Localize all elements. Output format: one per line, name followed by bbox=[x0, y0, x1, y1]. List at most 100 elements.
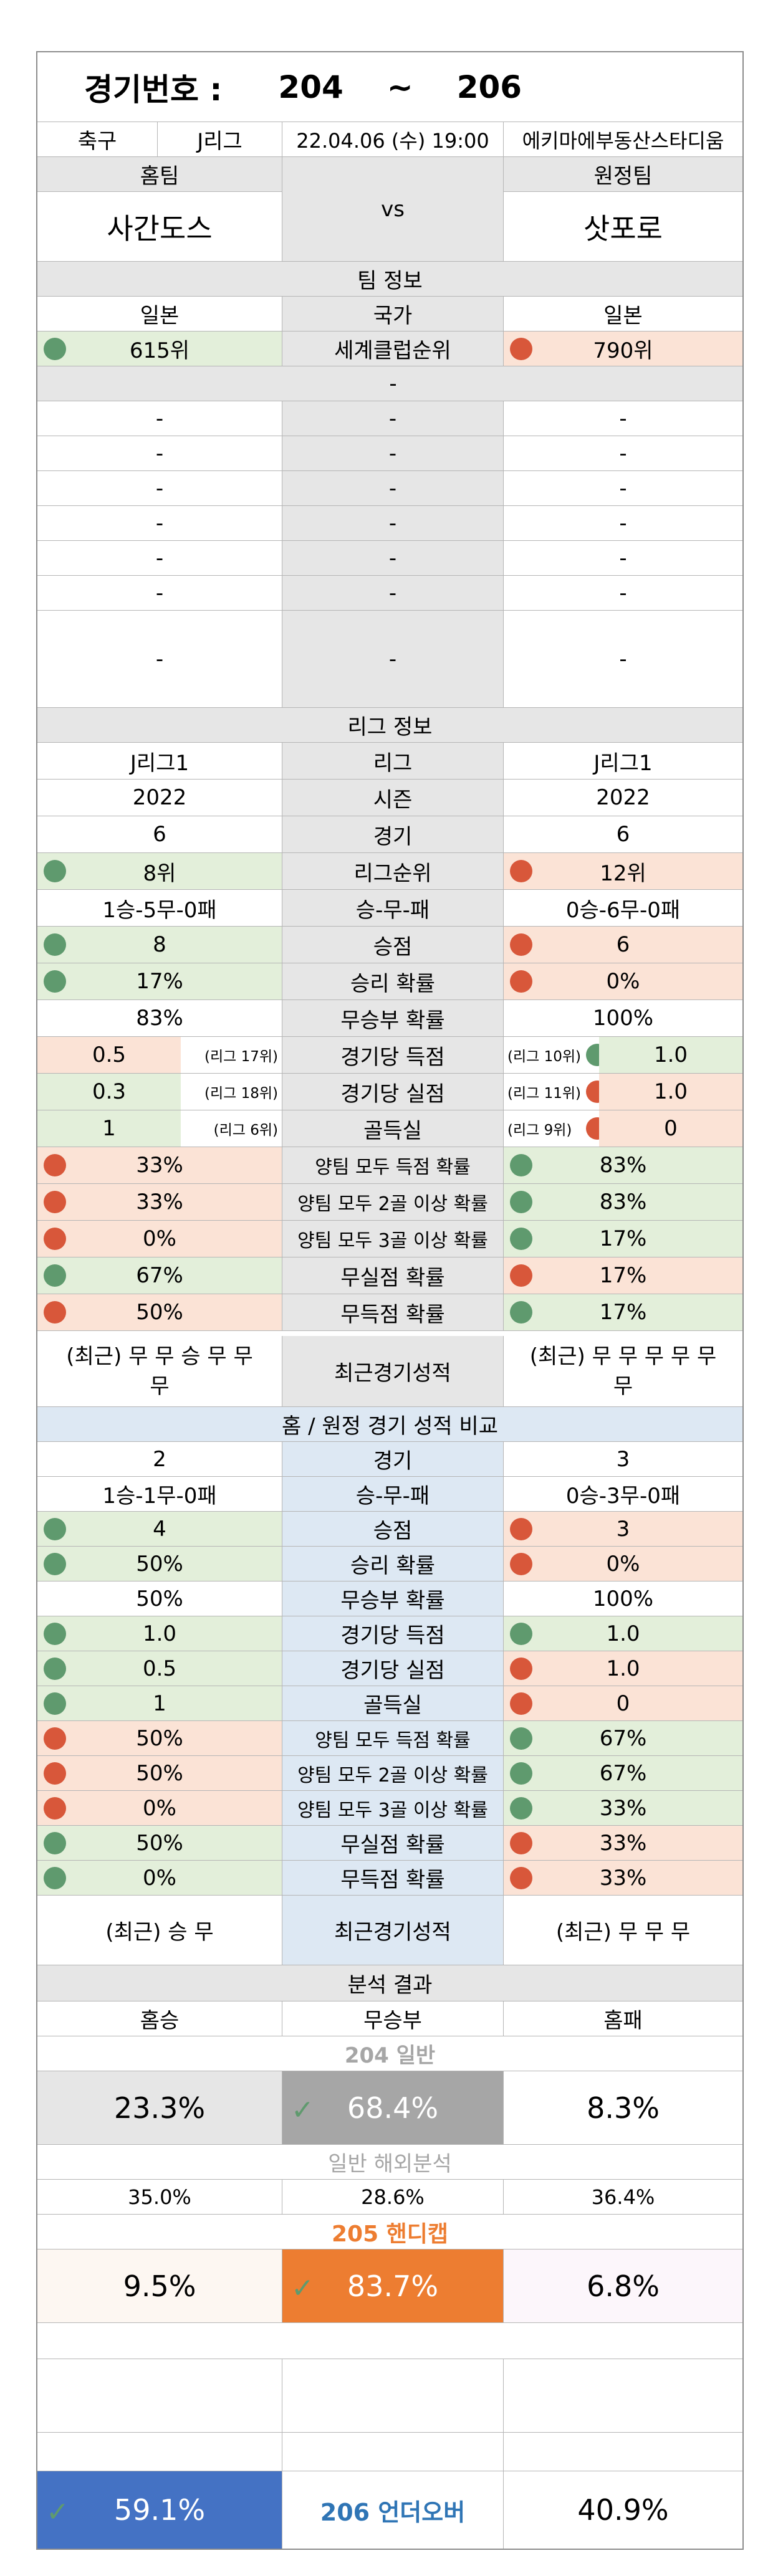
away-value: - bbox=[619, 475, 627, 501]
home-stat-cell: 1승-5무-0패 bbox=[37, 890, 282, 927]
venue-recent-row: (최근) 승 무 최근경기성적 (최근) 무 무 무 bbox=[37, 1896, 742, 1965]
away-stat-cell: 790위 bbox=[504, 332, 742, 366]
green-indicator-dot bbox=[44, 1264, 66, 1287]
away-value: 2022 bbox=[596, 785, 650, 810]
check-icon: ✓ bbox=[46, 2496, 69, 2528]
green-indicator-dot bbox=[510, 1228, 532, 1250]
home-recent-line1: (최근) 무 무 승 무 무 bbox=[66, 1343, 253, 1369]
away-stat-cell: 6 bbox=[504, 927, 742, 963]
home-stat-cell: 6 bbox=[37, 816, 282, 853]
handicap-row: 9.5% ✓ 83.7% 6.8% bbox=[37, 2249, 742, 2323]
stat-label-cell: 골득실 bbox=[282, 1686, 504, 1721]
stat-row: --- bbox=[37, 611, 742, 708]
stat-label-cell: 경기 bbox=[282, 816, 504, 853]
home-team-label: 홈팀 bbox=[37, 157, 282, 192]
stat-label: 승-무-패 bbox=[355, 897, 430, 923]
stat-label-cell: 양팀 모두 득점 확률 bbox=[282, 1721, 504, 1756]
team-info-header: 팀 정보 bbox=[37, 262, 742, 297]
away-stat-cell: 1.0 (리그 10위) bbox=[504, 1037, 742, 1074]
home-value: 0% bbox=[143, 1865, 176, 1891]
home-stat-cell: 1승-1무-0패 bbox=[37, 1477, 282, 1512]
general-row: 23.3% ✓ 68.4% 8.3% bbox=[37, 2071, 742, 2145]
stat-label: 경기 bbox=[373, 824, 413, 849]
home-value: 1 bbox=[153, 1691, 166, 1716]
home-value: 일본 bbox=[140, 303, 180, 328]
league-info-header: 리그 정보 bbox=[37, 708, 742, 743]
away-value: 0 bbox=[616, 1691, 630, 1716]
home-stat-cell: - bbox=[37, 611, 282, 708]
stat-row: 1승-5무-0패 승-무-패 0승-6무-0패 bbox=[37, 890, 742, 927]
home-value: 8 bbox=[153, 932, 166, 957]
away-value: 0승-3무-0패 bbox=[565, 1484, 681, 1509]
handicap-draw-cell: ✓ 83.7% bbox=[282, 2249, 504, 2323]
away-stat-cell: 0% bbox=[504, 1547, 742, 1581]
stat-label: - bbox=[389, 371, 397, 396]
home-stat-cell: - bbox=[37, 436, 282, 471]
match-meta-row: 축구 J리그 22.04.06 (수) 19:00 에키마에부동산스타디움 bbox=[37, 122, 742, 157]
away-value: 100% bbox=[592, 1006, 654, 1031]
home-stat-cell: 33% bbox=[37, 1147, 282, 1184]
stat-label: 경기당 득점 bbox=[340, 1623, 445, 1648]
stat-row: --- bbox=[37, 506, 742, 541]
home-league-rank: (리그 6위) bbox=[213, 1122, 278, 1138]
away-stat-cell: 67% bbox=[504, 1756, 742, 1791]
stat-label-cell: - bbox=[282, 611, 504, 708]
home-stat-cell: - bbox=[37, 401, 282, 436]
stat-label-cell: 양팀 모두 2골 이상 확률 bbox=[282, 1184, 504, 1221]
away-venue-recent: (최근) 무 무 무 bbox=[504, 1896, 742, 1965]
away-stat-cell: 33% bbox=[504, 1791, 742, 1826]
green-indicator-dot bbox=[510, 1727, 532, 1750]
match-number-title: 경기번호 : 204 ~ 206 bbox=[37, 52, 742, 122]
stat-label-cell: 승리 확률 bbox=[282, 1547, 504, 1581]
blank-row-3 bbox=[37, 2433, 742, 2471]
red-indicator-dot bbox=[44, 1762, 66, 1785]
home-venue-recent: (최근) 승 무 bbox=[37, 1896, 282, 1965]
away-value: J리그1 bbox=[593, 750, 653, 776]
away-stat-cell: 83% bbox=[504, 1184, 742, 1221]
home-value: 17% bbox=[136, 969, 183, 994]
stat-row: 0% 양팀 모두 3골 이상 확률 17% bbox=[37, 1221, 742, 1257]
away-stat-cell: 0승-6무-0패 bbox=[504, 890, 742, 927]
home-value: - bbox=[155, 475, 164, 501]
away-value: 17% bbox=[599, 1300, 647, 1325]
away-stat-cell: 일본 bbox=[504, 297, 742, 332]
green-indicator-dot bbox=[510, 1191, 532, 1213]
green-indicator-dot bbox=[510, 1154, 532, 1176]
home-value: 50% bbox=[136, 1551, 183, 1577]
stat-label-cell: 무승부 확률 bbox=[282, 1581, 504, 1616]
home-value: 2022 bbox=[132, 785, 187, 810]
home-value: 0.5 bbox=[142, 1656, 177, 1681]
home-value: 615위 bbox=[129, 338, 190, 363]
stat-row: 0% 양팀 모두 3골 이상 확률 33% bbox=[37, 1791, 742, 1826]
away-value: 1.0 bbox=[606, 1621, 640, 1646]
away-stat-cell: 100% bbox=[504, 1000, 742, 1037]
home-value: 83% bbox=[136, 1006, 183, 1031]
home-stat-cell: 0% bbox=[37, 1791, 282, 1826]
stat-row: 0% 무득점 확률 33% bbox=[37, 1861, 742, 1896]
away-stat-cell: 33% bbox=[504, 1826, 742, 1861]
away-stat-cell bbox=[504, 366, 742, 401]
stat-label-cell: - bbox=[282, 436, 504, 471]
stat-row: 4 승점 3 bbox=[37, 1512, 742, 1547]
stat-label-cell: 리그순위 bbox=[282, 853, 504, 890]
away-value: 일본 bbox=[603, 303, 643, 328]
stat-row: 50% 무승부 확률 100% bbox=[37, 1581, 742, 1616]
stat-label: 승리 확률 bbox=[350, 971, 435, 996]
away-value: 67% bbox=[599, 1725, 647, 1751]
away-value: 3 bbox=[616, 1516, 630, 1542]
home-stat-cell: 8 bbox=[37, 927, 282, 963]
general-title-row: 204 일반 bbox=[37, 2036, 742, 2071]
away-value: 1.0 bbox=[606, 1656, 640, 1681]
green-indicator-dot bbox=[44, 1831, 66, 1854]
blank-row bbox=[37, 2323, 742, 2359]
away-stat-cell: 67% bbox=[504, 1721, 742, 1756]
underover-left: 59.1% bbox=[113, 2493, 206, 2527]
match-number-label: 경기번호 : bbox=[84, 71, 223, 108]
home-value: J리그1 bbox=[130, 750, 190, 776]
away-stat-cell: 3 bbox=[504, 1442, 742, 1477]
home-stat-cell: 1 (리그 6위) bbox=[37, 1110, 282, 1147]
stat-label-cell: 양팀 모두 3골 이상 확률 bbox=[282, 1221, 504, 1257]
stat-label: 골득실 bbox=[363, 1118, 422, 1143]
home-stat-cell: 50% bbox=[37, 1826, 282, 1861]
green-indicator-dot bbox=[44, 933, 66, 956]
